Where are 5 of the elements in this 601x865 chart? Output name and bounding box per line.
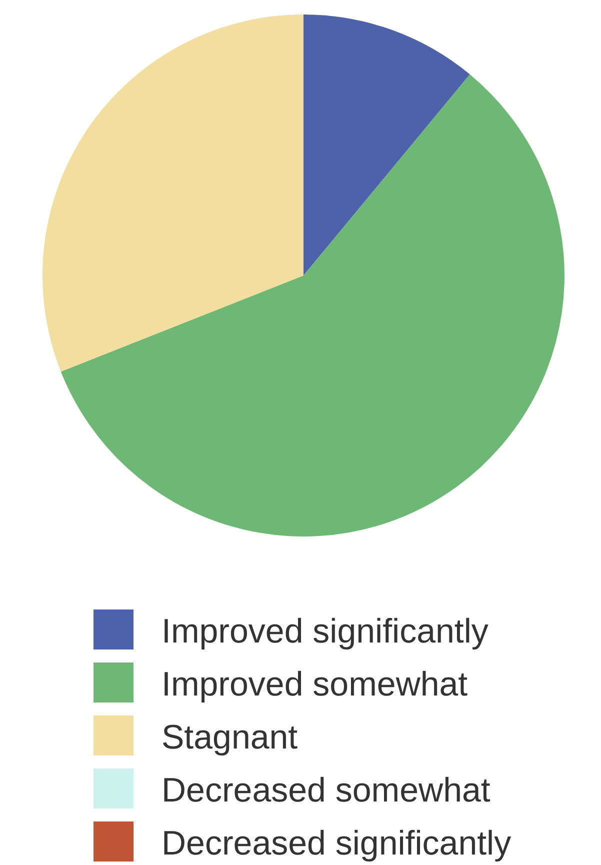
legend-label: Improved significantly (162, 612, 488, 650)
legend-label: Stagnant (162, 718, 298, 756)
legend-label: Decreased significantly (162, 824, 512, 862)
legend-label: Improved somewhat (162, 666, 468, 704)
legend-label: Decreased somewhat (162, 772, 491, 810)
